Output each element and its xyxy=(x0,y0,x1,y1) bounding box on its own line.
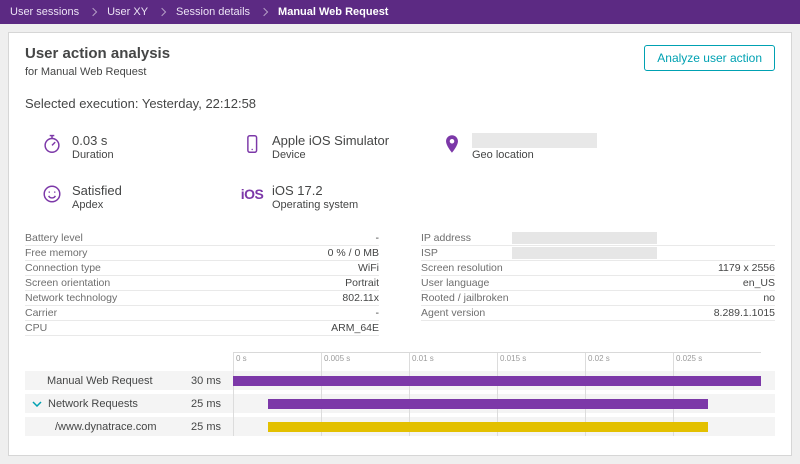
waterfall-row-duration: 25 ms xyxy=(191,397,221,410)
stat-geo-location: Geo location xyxy=(441,133,775,165)
waterfall-row-duration: 25 ms xyxy=(191,420,221,433)
property-row-isp: ISP xyxy=(421,246,775,261)
property-row-agent-version: Agent version 8.289.1.1015 xyxy=(421,307,775,321)
chevron-right-icon xyxy=(157,7,167,17)
duration-value: 0.03 s xyxy=(72,133,108,148)
properties-section: Battery level - Free memory 0 % / 0 MB C… xyxy=(25,231,775,336)
stopwatch-icon xyxy=(41,133,63,155)
property-row-rooted-jailbroken: Rooted / jailbroken no xyxy=(421,292,775,306)
property-row-cpu: CPU ARM_64E xyxy=(25,322,379,336)
waterfall-row-duration: 30 ms xyxy=(191,374,221,387)
os-label: Operating system xyxy=(272,199,359,211)
properties-left-column: Battery level - Free memory 0 % / 0 MB C… xyxy=(25,231,379,336)
stat-device: Apple iOS Simulator Device xyxy=(241,133,441,165)
stats-grid: 0.03 s Duration Apple iOS Simulator Devi… xyxy=(41,133,775,215)
breadcrumb-manual-web-request[interactable]: Manual Web Request xyxy=(278,6,389,18)
axis-tick: 0.025 s xyxy=(675,354,703,363)
selected-execution-text: Selected execution: Yesterday, 22:12:58 xyxy=(25,96,257,111)
properties-right-column: IP address ISP Screen resolution 1179 x … xyxy=(421,231,775,336)
apdex-value: Satisfied xyxy=(72,183,122,198)
axis-tick: 0.02 s xyxy=(588,354,610,363)
axis-tick: 0.005 s xyxy=(324,354,351,363)
stat-apdex: Satisfied Apdex xyxy=(41,183,241,215)
apdex-label: Apdex xyxy=(72,199,104,211)
user-action-analysis-card: User action analysis for Manual Web Requ… xyxy=(8,32,792,456)
waterfall-row-network-requests[interactable]: Network Requests 25 ms xyxy=(25,394,775,413)
geo-location-label: Geo location xyxy=(472,149,534,161)
device-value: Apple iOS Simulator xyxy=(272,133,390,148)
breadcrumb-user-sessions[interactable]: User sessions xyxy=(10,6,80,18)
property-row-battery-level: Battery level - xyxy=(25,232,379,246)
map-pin-icon xyxy=(441,133,463,155)
ip-address-redacted-value xyxy=(512,232,657,244)
chevron-down-icon[interactable] xyxy=(32,399,42,409)
breadcrumb-session-details[interactable]: Session details xyxy=(176,6,251,18)
property-row-ip-address: IP address xyxy=(421,231,775,246)
waterfall-row-label[interactable]: Network Requests xyxy=(48,397,138,410)
waterfall-row-manual-web-request: Manual Web Request 30 ms xyxy=(25,371,775,390)
card-header: User action analysis for Manual Web Requ… xyxy=(25,45,775,78)
title-block: User action analysis for Manual Web Requ… xyxy=(25,45,170,78)
ios-logo-icon: iOS xyxy=(240,186,264,202)
smiley-icon xyxy=(41,183,63,205)
timeline-bar-manual-web-request xyxy=(233,375,761,386)
property-row-screen-resolution: Screen resolution 1179 x 2556 xyxy=(421,262,775,276)
stat-duration: 0.03 s Duration xyxy=(41,133,241,165)
waterfall-row-label: Manual Web Request xyxy=(47,374,153,387)
timeline-bar-network-requests xyxy=(268,398,709,409)
chevron-right-icon xyxy=(259,7,269,17)
property-row-connection-type: Connection type WiFi xyxy=(25,262,379,276)
page-subtitle: for Manual Web Request xyxy=(25,66,147,78)
stat-operating-system: iOS iOS 17.2 Operating system xyxy=(241,183,441,215)
timeline-bar-dynatrace-request xyxy=(268,421,709,432)
page-title: User action analysis xyxy=(25,45,171,62)
axis-tick: 0.015 s xyxy=(500,354,527,363)
property-row-carrier: Carrier - xyxy=(25,307,379,321)
waterfall-row-dynatrace-request: /www.dynatrace.com 25 ms xyxy=(25,417,775,436)
property-row-free-memory: Free memory 0 % / 0 MB xyxy=(25,247,379,261)
mobile-device-icon xyxy=(241,133,263,155)
axis-tick: 0.01 s xyxy=(411,354,434,363)
chevron-right-icon xyxy=(88,7,98,17)
breadcrumb-user-xy[interactable]: User XY xyxy=(107,6,149,18)
property-row-screen-orientation: Screen orientation Portrait xyxy=(25,277,379,291)
os-value: iOS 17.2 xyxy=(272,183,323,198)
property-row-user-language: User language en_US xyxy=(421,277,775,291)
axis-tick: 0 s xyxy=(236,354,247,363)
device-label: Device xyxy=(272,149,306,161)
geo-location-redacted-value xyxy=(472,133,597,148)
analyze-user-action-button[interactable]: Analyze user action xyxy=(644,45,775,71)
duration-label: Duration xyxy=(72,149,114,161)
breadcrumb: User sessions User XY Session details Ma… xyxy=(0,0,800,24)
waterfall-chart: 0 s 0.005 s 0.01 s 0.015 s 0.02 s 0.025 … xyxy=(25,352,775,436)
isp-redacted-value xyxy=(512,247,657,259)
timeline-axis: 0 s 0.005 s 0.01 s 0.015 s 0.02 s 0.025 … xyxy=(25,352,775,367)
property-row-network-technology: Network technology 802.11x xyxy=(25,292,379,306)
waterfall-row-label: /www.dynatrace.com xyxy=(55,420,157,433)
